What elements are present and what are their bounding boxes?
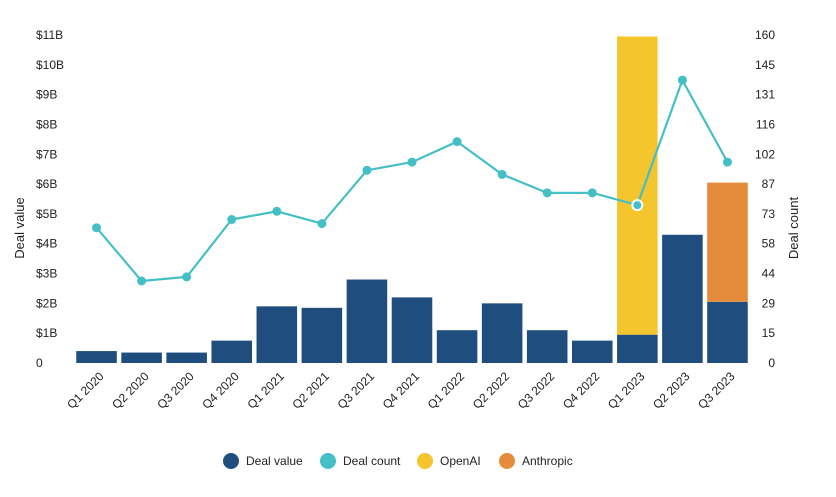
deal-count-point-highlighted (631, 199, 644, 212)
left-tick-label: $3B (36, 267, 57, 281)
legend: Deal value Deal count OpenAI Anthropic (223, 453, 573, 469)
right-tick-label: 131 (755, 88, 775, 102)
right-tick-label: 102 (755, 147, 775, 161)
deal-value-bar (166, 352, 207, 363)
left-tick-label: $11B (36, 28, 63, 42)
left-tick-label: $9B (36, 88, 57, 102)
deal-count-point (92, 223, 102, 233)
left-tick-label: $5B (36, 207, 57, 221)
left-axis-ticks: 0 $1B $2B $3B $4B $5B $6B $7B $8B $9B $10B $11B (36, 28, 64, 370)
legend-marker (223, 453, 239, 469)
x-tick-label: Q1 2023 (605, 369, 648, 412)
deal-value-bar (301, 307, 343, 363)
deal-value-bar (346, 279, 388, 363)
left-tick-label: $6B (36, 177, 57, 191)
deal-count-line-layer (92, 75, 732, 286)
deal-count-point (587, 188, 597, 198)
deal-value-bar (481, 303, 523, 363)
deal-value-bar (617, 334, 658, 363)
x-tick-label: Q3 2023 (695, 369, 738, 412)
left-tick-label: $8B (36, 117, 57, 131)
right-tick-label: 44 (762, 267, 776, 281)
deal-value-bar (121, 352, 162, 363)
right-tick-label: 29 (762, 296, 776, 310)
openai-bar-segment (617, 36, 658, 335)
x-tick-label: Q2 2020 (109, 369, 152, 412)
left-tick-label: $10B (36, 58, 64, 72)
deal-value-bar (211, 340, 253, 363)
bars-layer (76, 36, 748, 363)
left-tick-label: $4B (36, 237, 57, 251)
deal-count-point (137, 276, 147, 286)
right-tick-label: 0 (768, 356, 775, 370)
deal-value-bar (391, 297, 433, 363)
right-tick-label: 145 (755, 58, 775, 72)
left-tick-label: $1B (36, 326, 57, 340)
legend-label: Deal value (246, 454, 303, 468)
deal-count-point (182, 272, 192, 282)
left-tick-label: $7B (36, 147, 57, 161)
deal-count-point (317, 219, 327, 229)
x-tick-label: Q4 2020 (199, 369, 242, 412)
x-tick-label: Q1 2022 (425, 369, 468, 412)
legend-label: Deal count (343, 454, 401, 468)
deal-value-bar (256, 306, 298, 363)
right-tick-label: 87 (762, 177, 776, 191)
left-axis-title: Deal value (12, 197, 27, 258)
right-axis-title: Deal count (786, 197, 801, 260)
x-tick-label: Q3 2021 (335, 369, 378, 412)
right-tick-label: 160 (755, 28, 775, 42)
x-tick-label: Q1 2021 (244, 369, 287, 412)
left-tick-label: 0 (36, 356, 43, 370)
x-tick-label: Q3 2022 (515, 369, 558, 412)
x-tick-label: Q4 2022 (560, 369, 603, 412)
deal-value-bar (526, 330, 568, 363)
right-tick-label: 116 (756, 117, 775, 131)
x-tick-label: Q3 2020 (154, 369, 197, 412)
deal-count-point (272, 206, 282, 216)
deal-value-bar (436, 330, 478, 363)
right-tick-label: 58 (762, 237, 776, 251)
right-tick-label: 73 (762, 207, 776, 221)
deal-value-bar (571, 340, 613, 363)
deal-count-point (722, 157, 732, 167)
x-tick-label: Q2 2021 (290, 369, 333, 412)
x-tick-label: Q4 2021 (380, 369, 423, 412)
legend-label: OpenAI (440, 454, 481, 468)
x-axis-ticks: Q1 2020 Q2 2020 Q3 2020 Q4 2020 Q1 2021 Q2 20… (64, 369, 738, 412)
x-tick-label: Q2 2023 (650, 369, 693, 412)
left-tick-label: $2B (36, 296, 57, 310)
x-tick-label: Q2 2022 (470, 369, 513, 412)
deal-count-point (227, 215, 237, 224)
legend-marker (417, 453, 433, 469)
deal-count-point (542, 188, 552, 198)
anthropic-bar-segment (707, 182, 748, 302)
right-tick-label: 15 (762, 326, 776, 340)
right-axis-ticks: 0 15 29 44 58 73 87 102 116 131 145 160 (755, 28, 775, 370)
deal-count-point (407, 157, 417, 167)
deal-value-bar (662, 234, 703, 363)
deal-value-bar (76, 351, 117, 363)
deal-count-point (452, 137, 462, 147)
legend-label: Anthropic (522, 454, 573, 468)
x-tick-label: Q1 2020 (64, 369, 107, 412)
legend-marker (320, 453, 336, 469)
deal-count-point (677, 75, 687, 85)
deal-value-bar (707, 301, 748, 363)
deal-count-point (362, 165, 372, 175)
deal-count-point (497, 169, 507, 179)
legend-marker (499, 453, 515, 469)
